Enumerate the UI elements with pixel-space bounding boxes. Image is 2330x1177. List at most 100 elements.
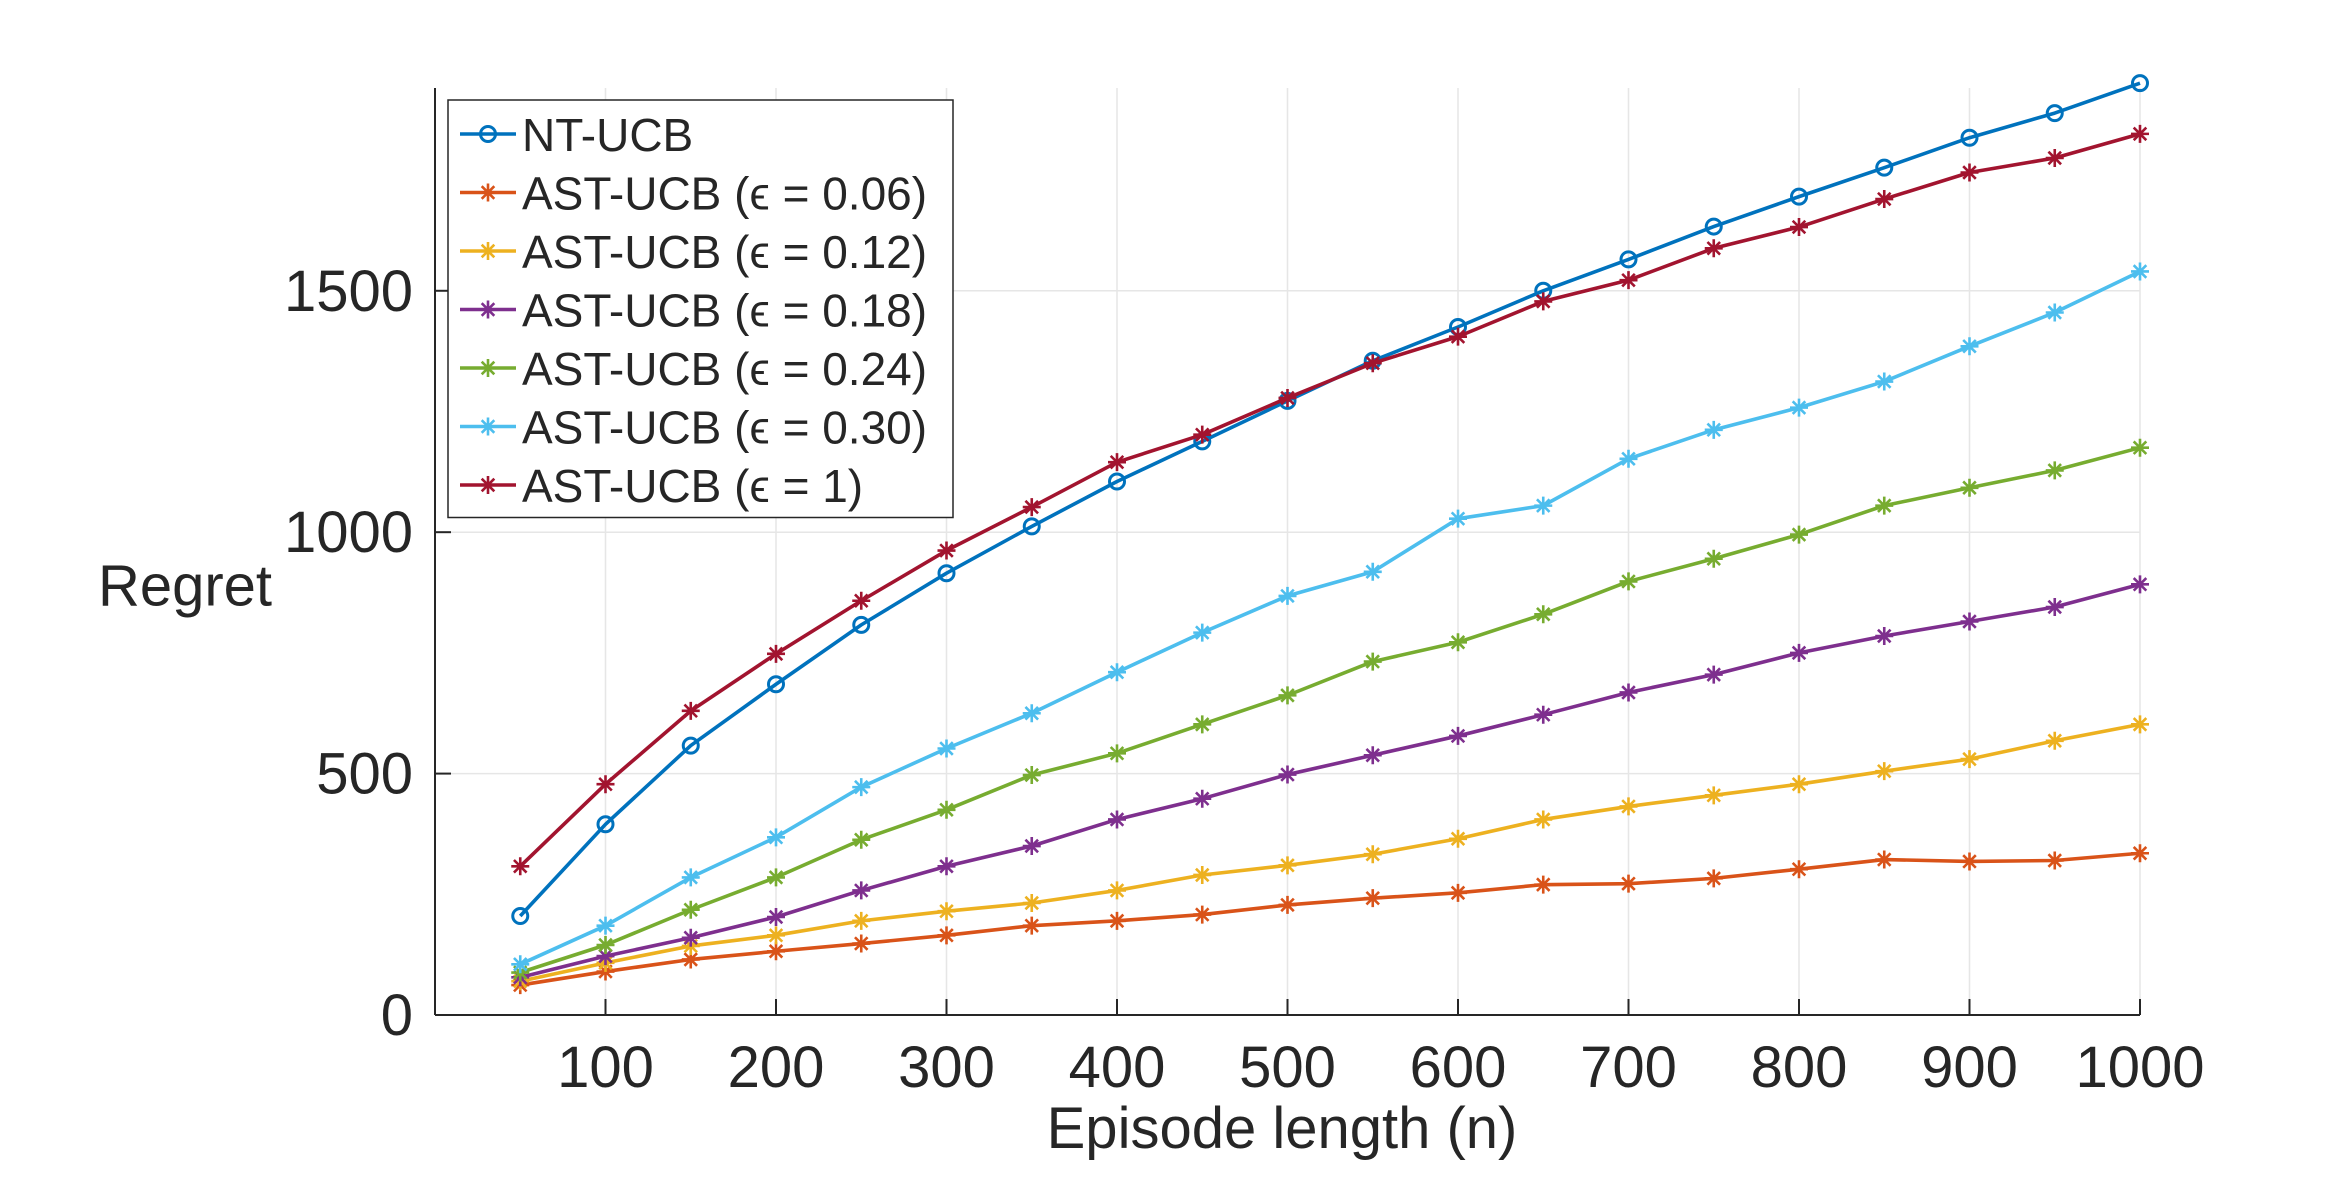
data-point (1875, 626, 1894, 645)
data-point (1278, 586, 1297, 605)
series-line (519, 851, 2141, 987)
series-line (519, 132, 2141, 868)
data-point (1278, 765, 1297, 784)
data-point (767, 675, 785, 694)
series-2 (511, 715, 2149, 991)
data-point (1022, 766, 1041, 785)
series-line (519, 582, 2141, 980)
data-point (1363, 746, 1382, 765)
legend-swatch-marker (479, 300, 497, 319)
data-point (937, 541, 956, 560)
data-point (1022, 498, 1041, 517)
data-point (1363, 562, 1382, 581)
series-4 (511, 438, 2149, 982)
legend-entry: AST-UCB (ϵ = 0.30) (460, 402, 927, 454)
data-point (1534, 292, 1553, 311)
data-point (1108, 744, 1126, 763)
data-point (1790, 643, 1808, 662)
legend-entry: AST-UCB (ϵ = 1) (460, 460, 863, 512)
data-point (681, 701, 700, 720)
legend-entry: NT-UCB (460, 109, 693, 161)
x-tick-label: 600 (1410, 1035, 1507, 1100)
data-point (1363, 889, 1382, 908)
data-point (1193, 425, 1212, 444)
data-point (852, 615, 871, 634)
x-tick-label: 900 (1921, 1035, 2018, 1100)
legend-swatch-marker (479, 417, 497, 436)
data-point (1619, 683, 1638, 702)
data-point (1619, 874, 1638, 893)
series-6 (511, 124, 2149, 876)
data-point (1022, 916, 1041, 935)
data-point (1278, 388, 1297, 407)
data-point (1108, 472, 1126, 491)
data-point (1449, 509, 1467, 528)
data-point (2131, 715, 2149, 734)
data-point (767, 644, 785, 663)
data-point (1875, 850, 1894, 869)
data-point (1790, 398, 1808, 417)
legend-swatch-marker (479, 183, 497, 202)
data-point (1704, 217, 1723, 236)
data-point (1363, 845, 1382, 864)
data-point (2045, 598, 2064, 617)
y-axis-label: Regret (98, 553, 272, 618)
data-point (1022, 893, 1041, 912)
y-tick-label: 500 (316, 742, 413, 807)
series-line (519, 722, 2141, 983)
data-point (852, 830, 871, 849)
data-point (1534, 810, 1553, 829)
legend-swatch-marker (479, 125, 497, 143)
data-point (1534, 496, 1553, 515)
data-point (937, 739, 956, 758)
legend-swatch-marker (479, 476, 497, 494)
data-point (1619, 797, 1638, 816)
data-point (767, 868, 785, 887)
data-point (2131, 124, 2149, 143)
data-point (2131, 74, 2149, 93)
data-point (1704, 786, 1723, 805)
data-point (2131, 438, 2149, 457)
data-point (1960, 612, 1979, 631)
data-point (1619, 271, 1638, 290)
data-point (1363, 354, 1382, 373)
data-point (1278, 895, 1297, 914)
legend-swatch-marker (479, 242, 497, 260)
data-point (1449, 829, 1467, 848)
data-point (1790, 218, 1808, 237)
data-point (1022, 837, 1041, 856)
y-tick-label: 1500 (284, 259, 413, 324)
x-tick-label: 700 (1580, 1035, 1677, 1100)
data-point (1704, 549, 1723, 568)
axes: 100 200 300 400 500 600 700 800 900 1000 0 500 1000 1… (284, 88, 2205, 1100)
data-point (1704, 665, 1723, 684)
data-point (1704, 869, 1723, 888)
data-point (1619, 250, 1638, 269)
data-point (2131, 262, 2149, 281)
data-point (767, 828, 785, 847)
data-point (2131, 844, 2149, 863)
series-line (519, 269, 2141, 966)
data-point (1534, 875, 1553, 894)
data-point (852, 591, 871, 610)
legend-label: AST-UCB (ϵ = 0.30) (522, 402, 927, 454)
legend-entry: AST-UCB (ϵ = 0.06) (460, 168, 927, 220)
data-point (596, 916, 615, 935)
legend-label: AST-UCB (ϵ = 0.06) (522, 168, 927, 220)
series-line (519, 445, 2141, 975)
data-point (1193, 623, 1212, 642)
y-tick-label: 0 (381, 983, 413, 1048)
y-tick-label: 1000 (284, 500, 413, 565)
data-point (1960, 163, 1979, 182)
legend-label: NT-UCB (522, 109, 693, 161)
legend-entry: AST-UCB (ϵ = 0.12) (460, 226, 927, 278)
data-point (1193, 715, 1212, 734)
data-point (2045, 851, 2064, 870)
x-tick-label: 400 (1069, 1035, 1166, 1100)
data-point (511, 857, 530, 876)
data-point (767, 942, 785, 961)
data-point (1534, 705, 1553, 724)
data-point (1960, 478, 1979, 497)
data-point (1619, 572, 1638, 591)
